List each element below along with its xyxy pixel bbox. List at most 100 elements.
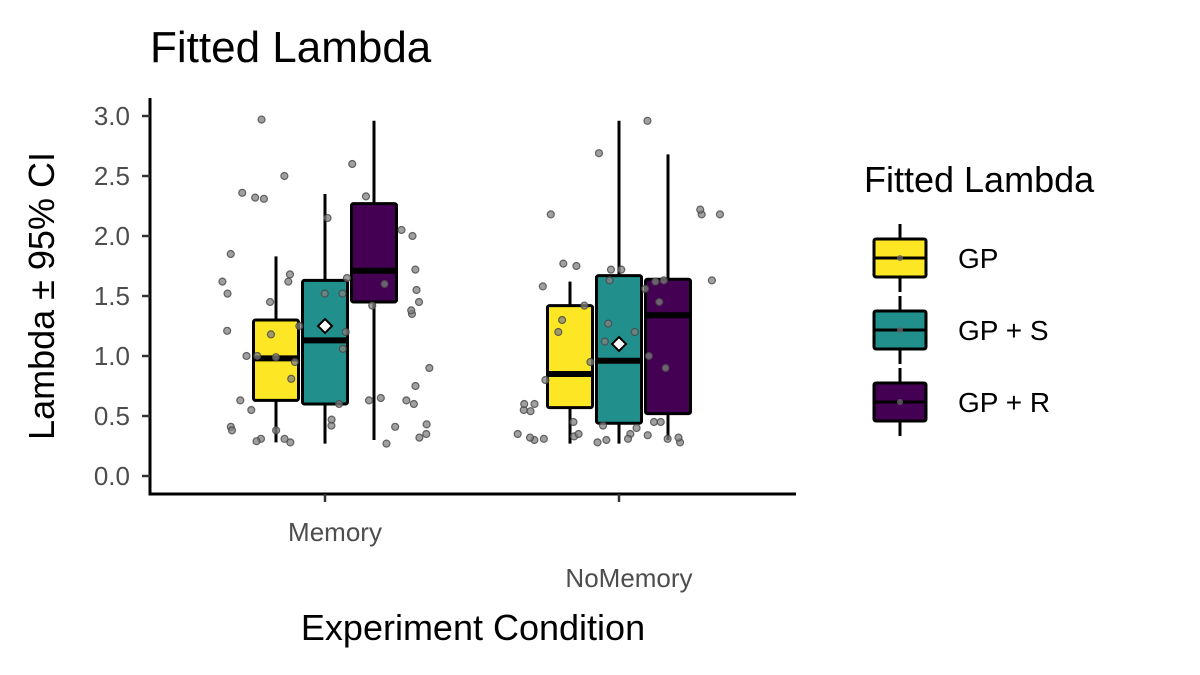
box-gp-s-memory — [301, 194, 349, 444]
box-body — [644, 277, 692, 416]
y-tick-label: 0.0 — [94, 461, 130, 491]
box-gp-memory — [252, 256, 300, 443]
x-tick-label: Memory — [288, 517, 382, 547]
data-point — [605, 276, 614, 285]
data-point — [425, 363, 434, 373]
data-point — [402, 396, 411, 405]
data-point — [286, 438, 295, 447]
data-point — [617, 265, 626, 274]
legend-title: Fitted Lambda — [864, 159, 1095, 200]
data-point — [558, 315, 567, 325]
data-point — [559, 259, 568, 268]
data-point — [655, 297, 664, 307]
y-tick-label: 0.5 — [94, 401, 130, 431]
data-point — [569, 417, 578, 427]
data-point — [422, 420, 431, 429]
legend-point — [897, 399, 903, 405]
data-point — [415, 433, 424, 442]
data-point — [623, 434, 633, 443]
box-body — [546, 304, 594, 410]
data-point — [290, 357, 299, 367]
data-point — [656, 417, 665, 427]
data-point — [606, 265, 616, 274]
data-point — [271, 353, 281, 362]
data-point — [223, 326, 232, 335]
legend-point — [897, 327, 903, 333]
data-point — [295, 321, 304, 331]
data-point — [696, 205, 705, 214]
data-point — [411, 381, 420, 391]
data-point — [397, 225, 406, 235]
legend-entry-gp-r: GP + R — [872, 368, 1050, 436]
data-point — [598, 421, 608, 430]
data-point — [265, 297, 275, 307]
data-point — [659, 276, 668, 285]
data-point — [554, 327, 563, 337]
data-point — [327, 415, 336, 424]
legend: Fitted Lambda GP GP + S GP + R — [864, 159, 1095, 436]
data-point — [323, 213, 332, 223]
data-point — [572, 261, 581, 271]
data-point — [526, 407, 535, 416]
data-point — [227, 426, 237, 435]
data-point — [236, 396, 245, 405]
mean-marker — [610, 335, 628, 353]
data-point — [251, 193, 260, 202]
data-point — [412, 285, 421, 295]
data-point — [320, 289, 329, 298]
data-point — [287, 374, 296, 383]
legend-entry-gp: GP — [872, 224, 998, 292]
data-point — [382, 439, 391, 448]
plot-area — [218, 115, 725, 448]
data-point — [520, 399, 529, 409]
data-point — [539, 434, 548, 443]
data-point — [280, 434, 289, 443]
data-point — [632, 423, 641, 433]
data-point — [661, 363, 670, 373]
data-point — [715, 210, 725, 219]
data-point — [422, 429, 431, 439]
data-point — [285, 270, 295, 279]
y-tick-label: 3.0 — [94, 101, 130, 131]
x-axis-title: Experiment Condition — [301, 607, 645, 648]
data-point — [266, 330, 276, 339]
legend-entry-gp-s: GP + S — [872, 296, 1049, 364]
data-point — [594, 149, 604, 158]
data-point — [253, 351, 262, 361]
data-point — [380, 279, 389, 289]
data-point — [226, 249, 235, 259]
data-point — [218, 277, 227, 286]
data-point — [280, 171, 289, 181]
data-point — [408, 231, 417, 241]
data-point — [641, 284, 650, 293]
x-tick-label: NoMemory — [565, 563, 692, 593]
data-point — [334, 399, 344, 409]
data-point — [644, 351, 653, 361]
data-point — [247, 405, 256, 415]
data-point — [630, 327, 639, 337]
legend-label: GP — [958, 243, 998, 274]
data-point — [530, 399, 539, 409]
data-point — [602, 435, 611, 445]
data-point — [586, 357, 595, 367]
box-body — [350, 202, 398, 304]
data-point — [391, 422, 400, 431]
legend-label: GP + S — [958, 315, 1049, 346]
data-point — [651, 277, 660, 286]
data-point — [376, 393, 385, 403]
data-point — [338, 289, 347, 298]
data-point — [546, 210, 555, 219]
box-gp-r-memory — [350, 120, 398, 440]
data-point — [643, 431, 652, 440]
data-point — [407, 306, 416, 315]
data-point — [414, 297, 424, 307]
chart-title: Fitted Lambda — [150, 23, 432, 72]
legend-label: GP + R — [958, 387, 1050, 418]
data-point — [513, 429, 522, 439]
data-point — [259, 194, 269, 203]
data-point — [541, 375, 550, 385]
data-point — [525, 433, 535, 442]
data-point — [409, 399, 418, 409]
legend-point — [897, 255, 903, 261]
